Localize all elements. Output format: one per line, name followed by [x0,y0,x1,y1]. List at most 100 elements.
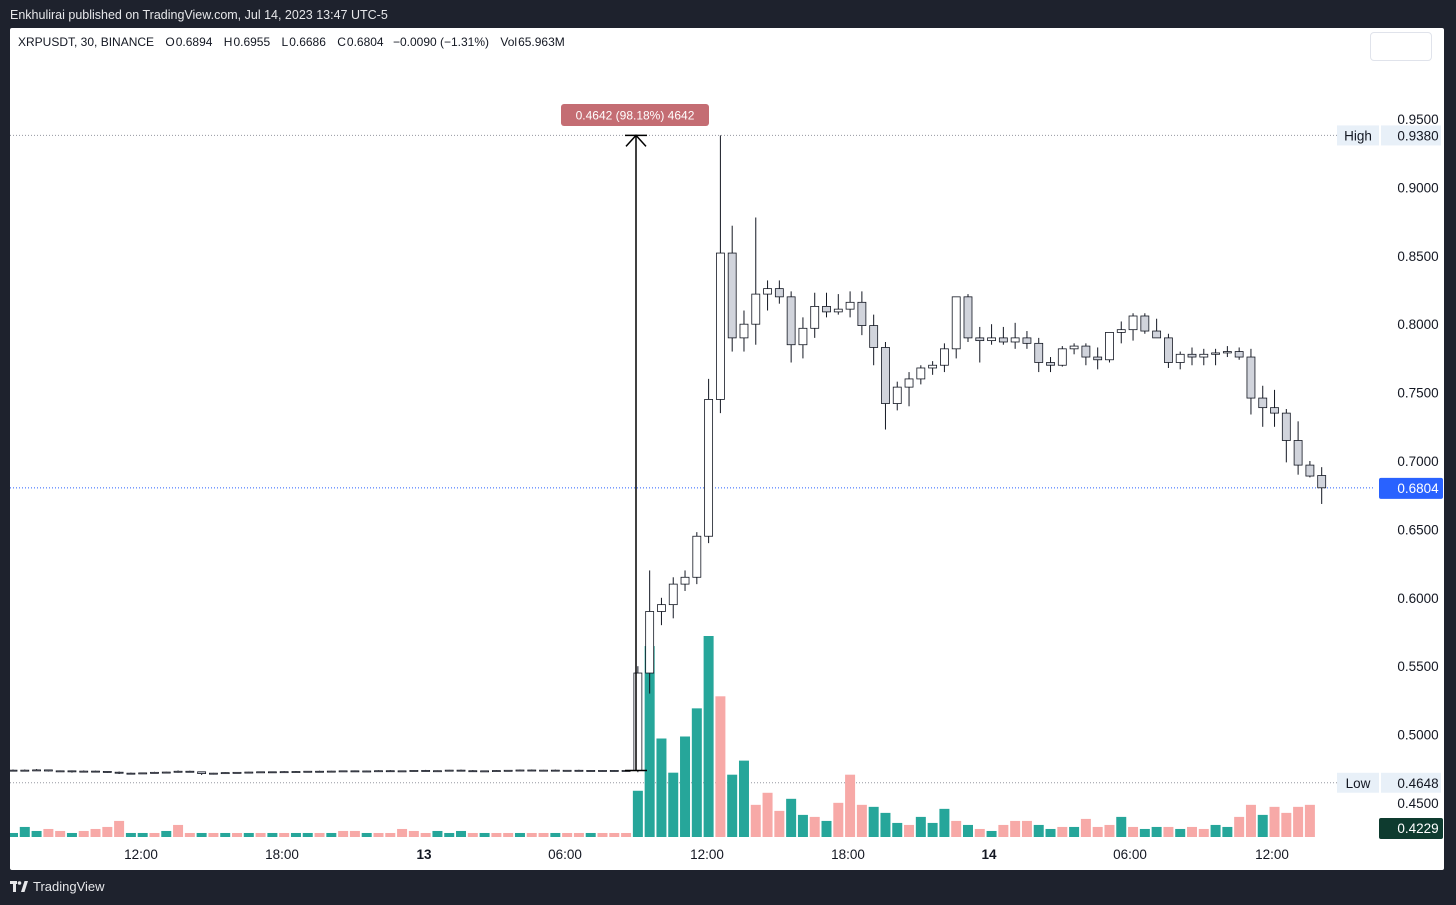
candle-body [881,347,890,404]
y-tick-label: 0.6500 [1397,522,1438,537]
last-price-label: 0.6804 [1397,481,1439,496]
x-tick-label: 12:00 [690,847,724,862]
volume-bar [609,832,620,837]
candle-body [1281,412,1291,441]
candle-body [539,769,548,772]
candle-body [810,306,820,329]
volume-bar [821,820,832,837]
volume-bar [774,810,785,837]
volume-bar [432,830,443,837]
y-tick-label: 0.8000 [1397,317,1438,332]
high-label: High [1344,128,1372,143]
volume-bar [255,832,266,837]
volume-bar [290,832,301,837]
chart-corner-button[interactable] [1370,32,1432,61]
publisher-bar: Enkhulirai published on TradingView.com,… [0,0,1456,28]
volume-bar [880,812,891,837]
volume-bar [1234,816,1245,837]
x-tick-label: 12:00 [124,847,158,862]
volume-bar [397,828,408,837]
chart-canvas[interactable]: 0.4642 (98.18%) 4642 0.9500 0.9000 0.8500 0.… [10,28,1444,870]
volume-bar [762,792,773,837]
volume-bar [338,830,349,837]
candle-body [633,672,643,771]
candle-body [244,771,254,774]
candle-body [739,323,749,339]
volume-bar [715,696,726,837]
volume-bar [373,832,384,837]
candle-body [173,770,183,773]
volume-bar [243,832,254,837]
volume-bar [998,824,1009,837]
close-value: 0.6804 [346,35,384,49]
volume-bar [1116,816,1127,837]
volume-bar [279,832,290,837]
volume-bar [668,772,679,837]
candle-body [1140,315,1150,332]
volume-bar [173,824,184,837]
volume-bar [149,832,160,837]
candle-body [79,770,89,773]
volume-bar [479,832,490,837]
candle-body [32,769,41,772]
volume-bar [1139,828,1150,837]
candle-body [680,576,690,585]
candle-body [350,770,360,773]
volume-bar [691,708,702,837]
volume-bar [125,832,136,837]
candle-body [798,327,808,346]
volume-bar [750,804,761,837]
volume-bar [656,738,667,837]
candle-body [91,770,100,773]
volume-bar [1257,814,1268,837]
candle-body [904,378,914,388]
volume-bar [644,646,655,837]
x-tick-label: 18:00 [265,847,299,862]
candle-body [433,770,442,773]
volume-bar [1092,826,1103,837]
x-tick-label: 18:00 [831,847,865,862]
candle-body [975,337,985,342]
tradingview-logo[interactable]: TradingView [10,879,105,894]
candle-body [1234,351,1244,358]
volume-bar [1069,826,1080,837]
volume-bar [220,832,231,837]
candle-body [786,296,796,346]
candle-body [940,348,949,366]
volume-bar [114,820,125,837]
volume-bar [1269,806,1280,837]
volume-bar [302,832,313,837]
candle-body [1057,348,1067,366]
candle-body [645,611,655,674]
tradingview-brand: TradingView [33,879,105,894]
candle-body [1175,353,1185,363]
candle-body [468,770,478,773]
volume-bar [856,804,867,837]
candle-body [1081,345,1091,358]
x-tick-label: 06:00 [548,847,582,862]
candle-body [161,771,171,774]
volume-bar [550,832,561,837]
volume-bar [845,774,856,837]
low-value-label: 0.4648 [1397,776,1438,791]
candle-body [562,769,572,772]
x-tick-label: 06:00 [1113,847,1147,862]
volume-bar [408,830,419,837]
candle-body [963,296,973,339]
volume-bar [562,832,573,837]
volume-bar [797,814,808,837]
candle-body [550,769,560,772]
y-tick-label: 0.4500 [1397,796,1438,811]
symbol-name[interactable]: XRPUSDT, 30, BINANCE [18,35,155,49]
candle-body [397,770,407,773]
candle-body [574,769,584,772]
candle-body [374,770,383,773]
candle-body [267,771,277,774]
volume-value: 65.963M [518,35,565,49]
volume-bar [1010,820,1021,837]
chart-panel[interactable]: 0.4642 (98.18%) 4642 0.9500 0.9000 0.8500 0.… [10,28,1444,870]
candle-body [751,293,761,325]
volume-bar [1163,826,1174,837]
tradingview-logo-icon [10,880,28,892]
candle-body [303,770,313,773]
